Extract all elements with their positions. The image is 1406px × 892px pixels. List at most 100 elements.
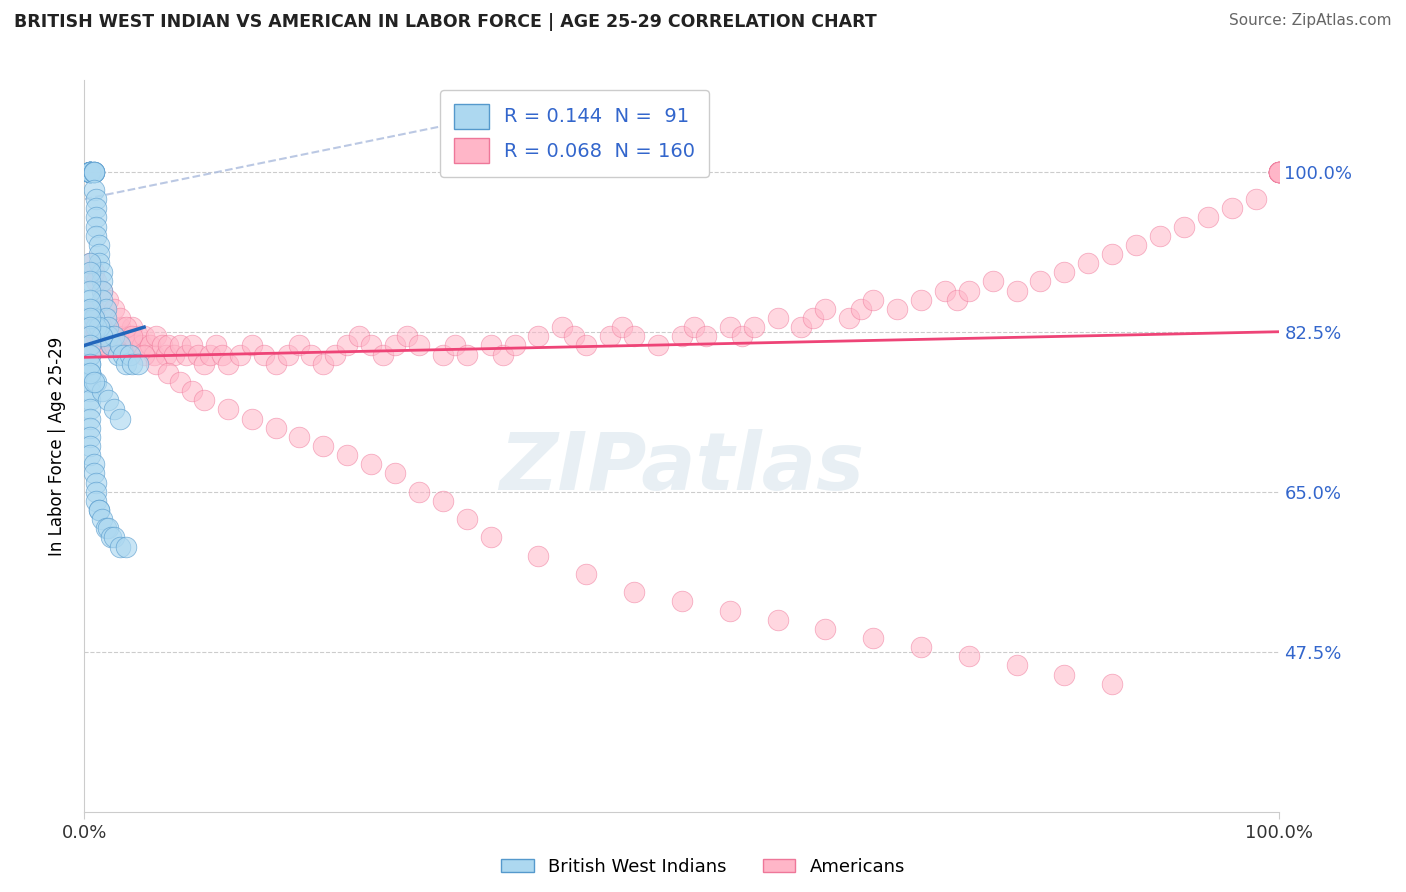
Point [79, 366, 101, 380]
Point [79, 329, 101, 343]
Point [384, 467, 406, 481]
Point [312, 439, 335, 453]
Point [131, 338, 153, 352]
Point [240, 338, 263, 352]
Point [86, 219, 108, 234]
Point [862, 293, 884, 307]
Point [79, 301, 101, 316]
Point [575, 567, 598, 582]
Point [145, 357, 167, 371]
Point [575, 338, 598, 352]
Point [87, 338, 110, 352]
Point [79, 347, 101, 362]
Point [228, 347, 252, 362]
Point [1149, 228, 1171, 243]
Point [86, 475, 108, 490]
Point [79, 439, 101, 453]
Point [1053, 265, 1076, 279]
Point [100, 338, 122, 352]
Point [264, 421, 287, 435]
Point [94, 521, 117, 535]
Point [155, 347, 177, 362]
Point [79, 347, 101, 362]
Legend: R = 0.144  N =  91, R = 0.068  N = 160: R = 0.144 N = 91, R = 0.068 N = 160 [440, 90, 709, 177]
Point [79, 293, 101, 307]
Point [312, 357, 335, 371]
Point [79, 265, 101, 279]
Point [91, 275, 114, 289]
Point [91, 284, 114, 298]
Text: Source: ZipAtlas.com: Source: ZipAtlas.com [1229, 13, 1392, 29]
Point [671, 329, 693, 343]
Point [83, 375, 105, 389]
Point [91, 320, 114, 334]
Point [562, 329, 585, 343]
Point [79, 275, 101, 289]
Point [180, 384, 202, 399]
Point [91, 284, 114, 298]
Point [79, 357, 101, 371]
Point [86, 338, 108, 352]
Point [623, 585, 645, 599]
Point [83, 164, 105, 178]
Point [91, 338, 114, 352]
Point [211, 347, 233, 362]
Point [79, 375, 101, 389]
Point [91, 329, 114, 343]
Point [100, 338, 122, 352]
Point [492, 347, 515, 362]
Point [910, 640, 932, 655]
Point [1220, 202, 1243, 216]
Point [86, 211, 108, 225]
Point [264, 357, 287, 371]
Point [86, 494, 108, 508]
Point [97, 329, 120, 343]
Point [83, 301, 105, 316]
Point [111, 347, 134, 362]
Point [91, 293, 114, 307]
Point [79, 311, 101, 326]
Point [503, 338, 526, 352]
Point [79, 366, 101, 380]
Point [83, 320, 105, 334]
Point [79, 164, 101, 178]
Point [934, 284, 956, 298]
Point [83, 457, 105, 471]
Point [115, 320, 138, 334]
Legend: British West Indians, Americans: British West Indians, Americans [494, 851, 912, 883]
Point [87, 329, 110, 343]
Y-axis label: In Labor Force | Age 25-29: In Labor Force | Age 25-29 [48, 336, 66, 556]
Point [110, 320, 132, 334]
Point [118, 347, 141, 362]
Point [103, 530, 125, 544]
Point [1268, 164, 1291, 178]
Point [132, 329, 156, 343]
Point [100, 530, 122, 544]
Point [111, 329, 134, 343]
Point [115, 357, 138, 371]
Point [1268, 164, 1291, 178]
Point [610, 320, 633, 334]
Point [957, 284, 980, 298]
Point [103, 338, 125, 352]
Point [371, 347, 394, 362]
Point [157, 338, 180, 352]
Point [110, 338, 132, 352]
Point [97, 329, 120, 343]
Point [79, 164, 101, 178]
Point [91, 512, 114, 526]
Point [360, 457, 382, 471]
Point [79, 329, 101, 343]
Point [121, 357, 143, 371]
Point [83, 183, 105, 197]
Point [97, 320, 120, 334]
Point [115, 338, 138, 352]
Point [150, 338, 173, 352]
Point [814, 622, 837, 636]
Point [432, 494, 454, 508]
Point [169, 375, 191, 389]
Point [527, 549, 550, 563]
Text: BRITISH WEST INDIAN VS AMERICAN IN LABOR FORCE | AGE 25-29 CORRELATION CHART: BRITISH WEST INDIAN VS AMERICAN IN LABOR… [14, 13, 877, 31]
Point [1268, 164, 1291, 178]
Point [115, 540, 138, 554]
